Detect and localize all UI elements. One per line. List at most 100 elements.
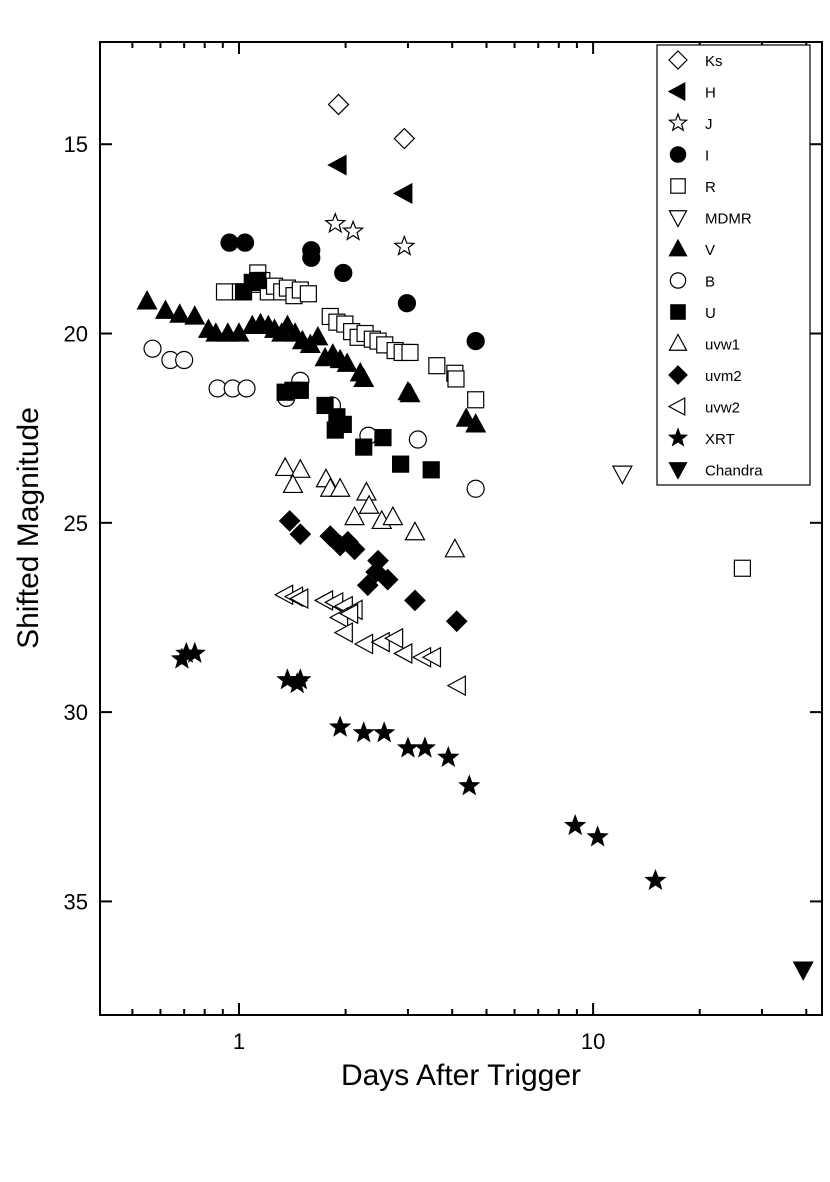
- legend-item-j: J: [667, 112, 713, 133]
- data-point-chandra: [792, 961, 814, 981]
- legend-marker-i: [669, 146, 687, 163]
- data-point-uvw1: [289, 458, 311, 478]
- legend-marker-b: [669, 272, 687, 289]
- data-point-uvw2: [421, 646, 442, 668]
- series-v: [136, 290, 487, 433]
- x-tick-label: 1: [233, 1029, 245, 1054]
- data-point-xrt: [328, 715, 352, 737]
- legend-item-chandra: Chandra: [668, 462, 763, 480]
- y-tick-label: 15: [64, 132, 88, 157]
- data-point-uvw2: [338, 603, 359, 625]
- legend-item-uvm2: uvm2: [668, 365, 742, 385]
- y-tick-label: 35: [64, 889, 88, 914]
- x-tick-label: 10: [581, 1029, 605, 1054]
- data-point-u: [392, 455, 410, 473]
- legend-label: U: [705, 305, 716, 322]
- data-point-xrt: [396, 736, 420, 758]
- data-point-r: [299, 285, 317, 303]
- data-point-v: [184, 305, 206, 325]
- legend-marker-uvw1: [668, 333, 688, 351]
- legend-marker-uvm2: [668, 365, 688, 385]
- data-point-xrt: [644, 868, 667, 891]
- data-point-xrt: [586, 825, 609, 847]
- data-point-uvw1: [344, 505, 366, 526]
- legend-label: I: [705, 148, 709, 165]
- data-point-xrt: [458, 774, 481, 796]
- legend-item-h: H: [667, 81, 716, 102]
- series-b: [143, 339, 485, 498]
- data-point-uvw1: [282, 473, 304, 494]
- legend-box: [656, 44, 811, 486]
- data-point-i: [220, 233, 239, 252]
- data-point-uvw1: [355, 481, 377, 501]
- legend-item-v: V: [668, 238, 715, 259]
- data-point-uvw1: [274, 456, 296, 477]
- data-point-v: [136, 290, 158, 310]
- legend-label: uvw2: [705, 400, 740, 417]
- data-point-i: [397, 294, 417, 313]
- data-point-ks: [393, 127, 416, 150]
- data-point-b: [143, 339, 162, 358]
- data-point-uvw2: [289, 588, 309, 610]
- data-point-uvw2: [383, 627, 404, 649]
- data-point-uvm2: [278, 510, 301, 532]
- data-point-b: [408, 430, 427, 449]
- data-point-v: [169, 303, 191, 323]
- series-h: [327, 154, 413, 204]
- data-point-j: [324, 212, 347, 234]
- legend-marker-xrt: [667, 427, 689, 447]
- legend-item-mdmr: MDMR: [668, 210, 752, 228]
- series-mdmr: [611, 465, 633, 485]
- legend-label: XRT: [705, 431, 735, 448]
- data-point-xrt: [183, 641, 206, 663]
- data-point-uvw1: [382, 505, 404, 526]
- legend-item-u: U: [670, 304, 716, 322]
- data-point-mdmr: [611, 465, 633, 485]
- legend-label: uvm2: [705, 368, 742, 385]
- y-tick-label: 20: [64, 322, 88, 347]
- data-point-xrt: [437, 745, 460, 768]
- data-point-v: [154, 299, 176, 319]
- legend-item-b: B: [669, 272, 715, 291]
- legend-label: H: [705, 85, 716, 102]
- data-point-i: [302, 248, 321, 267]
- legend-item-uvw2: uvw2: [667, 396, 740, 417]
- data-point-u: [422, 461, 440, 479]
- legend-label: MDMR: [705, 211, 752, 228]
- data-point-uvm2: [289, 523, 312, 546]
- data-point-uvw2: [393, 642, 413, 664]
- data-point-v: [307, 326, 329, 346]
- data-point-uvw2: [353, 633, 374, 655]
- legend-marker-v: [668, 238, 688, 257]
- legend-label: Chandra: [705, 463, 763, 480]
- series-ks: [327, 93, 416, 150]
- legend-marker-h: [667, 81, 686, 102]
- data-point-v: [399, 382, 421, 403]
- data-point-ks: [327, 93, 350, 116]
- series-uvm2: [278, 510, 468, 633]
- series-chandra: [792, 961, 814, 981]
- series-u: [234, 271, 440, 479]
- data-point-b: [175, 350, 194, 370]
- series-i: [220, 233, 485, 351]
- data-point-uvm2: [404, 589, 426, 612]
- data-point-xrt: [352, 721, 375, 743]
- data-point-r: [401, 343, 419, 362]
- data-point-uvw1: [404, 521, 426, 541]
- legend-label: B: [705, 274, 715, 291]
- y-tick-label: 25: [64, 511, 88, 536]
- data-point-r: [467, 391, 485, 409]
- data-point-uvw2: [446, 675, 466, 697]
- legend-item-uvw1: uvw1: [668, 333, 740, 354]
- series-xrt: [170, 641, 667, 891]
- series-j: [324, 212, 416, 256]
- data-point-h: [327, 154, 347, 176]
- data-point-i: [466, 331, 485, 351]
- data-point-xrt: [564, 813, 587, 836]
- y-tick-label: 30: [64, 700, 88, 725]
- legend-marker-chandra: [668, 462, 688, 480]
- legend-item-xrt: XRT: [667, 427, 735, 448]
- data-point-r: [733, 559, 751, 577]
- legend-label: uvw1: [705, 337, 740, 354]
- data-point-xrt: [413, 736, 437, 758]
